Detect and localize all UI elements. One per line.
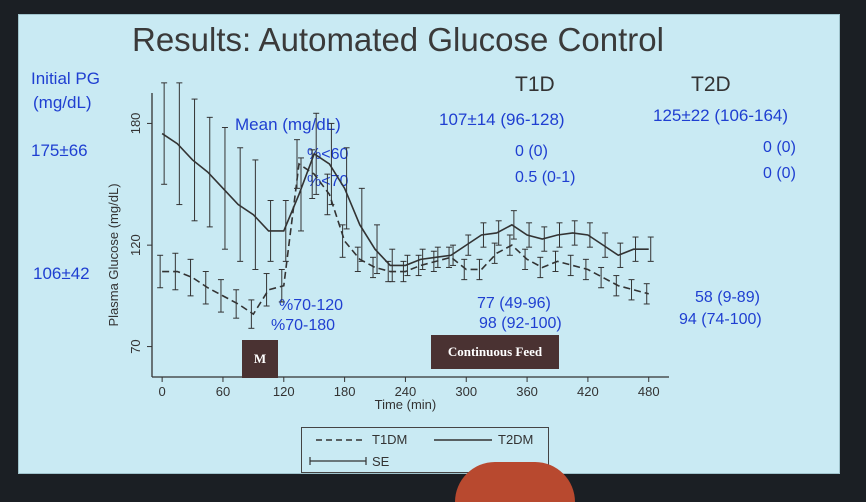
t2-lt60: 0 (0) <box>763 139 796 156</box>
row-label-70-120: %70-120 <box>279 297 344 314</box>
slide-title: Results: Automated Glucose Control <box>132 21 664 58</box>
row-label-lt60: %<60 <box>307 146 349 163</box>
column-header-t1d: T1D <box>515 73 555 96</box>
legend-t1dm-label: T1DM <box>372 432 408 447</box>
x-tick-label: 300 <box>455 384 477 399</box>
glucose-chart: 0 60 120 180 240 300 360 420 480 70 120 180 Time (mi… <box>106 82 669 412</box>
t1-mean: 107±14 (96-128) <box>439 110 565 129</box>
x-tick-label: 240 <box>395 384 417 399</box>
t2-mean: 125±22 (106-164) <box>653 106 789 125</box>
x-tick-label: 420 <box>577 384 599 399</box>
series-t1dm <box>157 139 650 329</box>
y-tick-label: 70 <box>128 339 143 353</box>
y-tick-label: 180 <box>128 113 143 135</box>
initial-pg-label-line1: Initial PG <box>31 69 100 88</box>
x-tick-label: 480 <box>638 384 660 399</box>
presenter-hand <box>455 462 575 502</box>
line-t1dm <box>162 162 649 316</box>
initial-pg-t1: 106±42 <box>33 264 90 283</box>
t2-lt70: 0 (0) <box>763 165 796 182</box>
x-tick-label: 0 <box>159 384 166 399</box>
x-tick-label: 360 <box>516 384 538 399</box>
t1-70-120: 77 (49-96) <box>477 295 551 312</box>
x-tick-label: 60 <box>216 384 230 399</box>
line-t2dm <box>161 132 649 267</box>
t2-70-180: 94 (74-100) <box>679 311 762 328</box>
y-tick-label: 120 <box>128 234 143 256</box>
t2-70-120: 58 (9-89) <box>695 289 760 306</box>
legend-t2dm-label: T2DM <box>498 432 534 447</box>
t1-70-180: 98 (92-100) <box>479 315 562 332</box>
column-header-t2d: T2D <box>691 73 731 96</box>
chart-legend: T1DM T2DM SE <box>301 427 549 473</box>
series-t2dm <box>161 82 654 283</box>
legend-se-label: SE <box>372 454 390 469</box>
y-axis-title: Plasma Glucose (mg/dL) <box>106 183 121 326</box>
initial-pg-label-line2: (mg/dL) <box>33 93 92 112</box>
initial-pg-t2: 175±66 <box>31 141 88 160</box>
t1-lt70: 0.5 (0-1) <box>515 169 576 186</box>
slide: Results: Automated Glucose Control Initi… <box>18 14 840 474</box>
x-axis-title: Time (min) <box>375 397 437 412</box>
continuous-feed-badge: Continuous Feed <box>431 335 559 369</box>
t1-lt60: 0 (0) <box>515 143 548 160</box>
row-label-mean: Mean (mg/dL) <box>235 115 341 134</box>
x-tick-label: 120 <box>273 384 295 399</box>
x-tick-label: 180 <box>334 384 356 399</box>
meal-badge: M <box>242 340 278 378</box>
row-label-70-180: %70-180 <box>271 317 336 334</box>
